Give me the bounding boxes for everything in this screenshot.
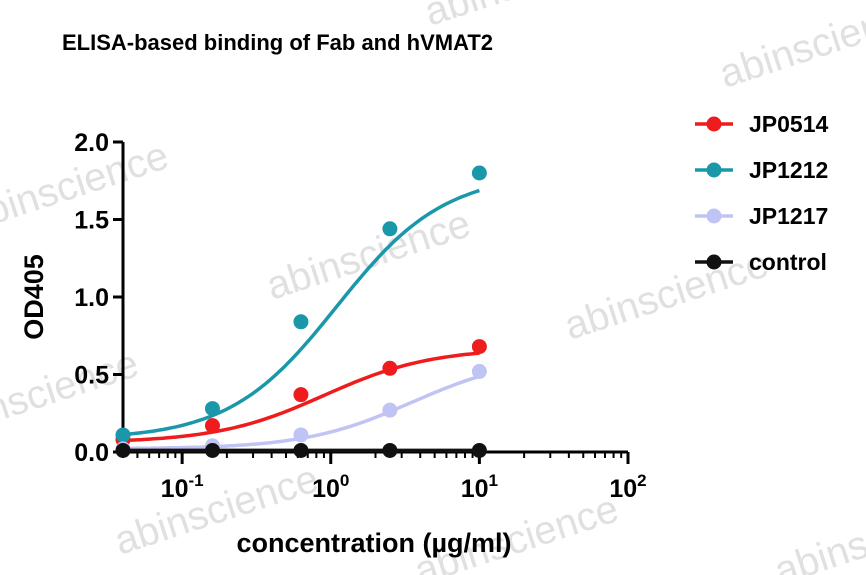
- data-point-JP0514: [204, 418, 220, 434]
- data-point-JP0514: [382, 360, 398, 376]
- y-tick-label: 1.5: [74, 207, 109, 235]
- watermark-9: abinscience: [769, 486, 866, 575]
- data-point-JP1212: [293, 314, 309, 330]
- legend-label: JP1212: [749, 157, 828, 183]
- x-tick-base: 10: [312, 475, 340, 503]
- data-point-JP1217: [293, 427, 309, 443]
- data-point-JP1217: [382, 402, 398, 418]
- x-axis-label: concentration (µg/ml): [236, 528, 511, 558]
- data-point-JP1217: [471, 363, 487, 379]
- x-tick-label: 10-1: [161, 471, 204, 503]
- axes: [121, 142, 628, 454]
- y-axis-label: OD405: [19, 254, 49, 340]
- x-tick-base: 10: [609, 475, 637, 503]
- legend: JP0514 JP1212 JP1217 control: [695, 111, 829, 275]
- chart-title: ELISA-based binding of Fab and hVMAT2: [62, 30, 493, 55]
- data-point-JP0514: [293, 387, 309, 403]
- data-point-control: [293, 442, 309, 458]
- x-tick-exponent: -1: [188, 471, 203, 490]
- x-tick-label: 100: [312, 471, 349, 503]
- legend-marker-JP1217: [706, 208, 722, 224]
- watermark-5: abinscience: [559, 241, 774, 348]
- y-ticks: 0.0 0.5 1.0 1.5 2.0: [74, 129, 123, 467]
- y-tick-label: 2.0: [74, 129, 109, 157]
- data-point-control: [471, 442, 487, 458]
- y-tick-label: 0.5: [74, 362, 109, 390]
- y-tick-label: 0.0: [74, 439, 109, 467]
- data-point-JP1212: [204, 401, 220, 417]
- series-control: [115, 442, 487, 458]
- x-tick-label: 102: [609, 471, 646, 503]
- data-point-JP0514: [471, 339, 487, 355]
- legend-marker-JP1212: [706, 162, 722, 178]
- x-tick-exponent: 0: [340, 471, 349, 490]
- series-JP1217: [115, 363, 487, 457]
- data-point-control: [204, 442, 220, 458]
- watermark-4: abinscience: [261, 201, 476, 308]
- fit-curve-JP1212: [122, 188, 480, 437]
- x-tick-exponent: 2: [637, 471, 646, 490]
- data-point-JP1212: [382, 221, 398, 237]
- legend-label: control: [749, 249, 827, 275]
- data-point-control: [115, 442, 131, 458]
- x-tick-label: 101: [461, 471, 498, 503]
- data-point-control: [382, 442, 398, 458]
- data-point-JP1212: [115, 427, 131, 443]
- series-JP1212: [115, 165, 487, 443]
- x-tick-base: 10: [461, 475, 489, 503]
- data-point-JP1212: [471, 165, 487, 181]
- legend-marker-control: [706, 254, 722, 270]
- legend-label: JP0514: [749, 111, 829, 137]
- x-ticks: 10-1 100 101 102: [122, 452, 647, 503]
- watermark-2: abinscience: [714, 0, 866, 97]
- legend-label: JP1217: [749, 203, 828, 229]
- x-tick-exponent: 1: [489, 471, 498, 490]
- x-tick-base: 10: [161, 475, 189, 503]
- y-tick-label: 1.0: [74, 284, 109, 312]
- legend-marker-JP0514: [706, 116, 722, 132]
- fit-curve-JP0514: [122, 351, 480, 443]
- series-layer: [115, 165, 487, 458]
